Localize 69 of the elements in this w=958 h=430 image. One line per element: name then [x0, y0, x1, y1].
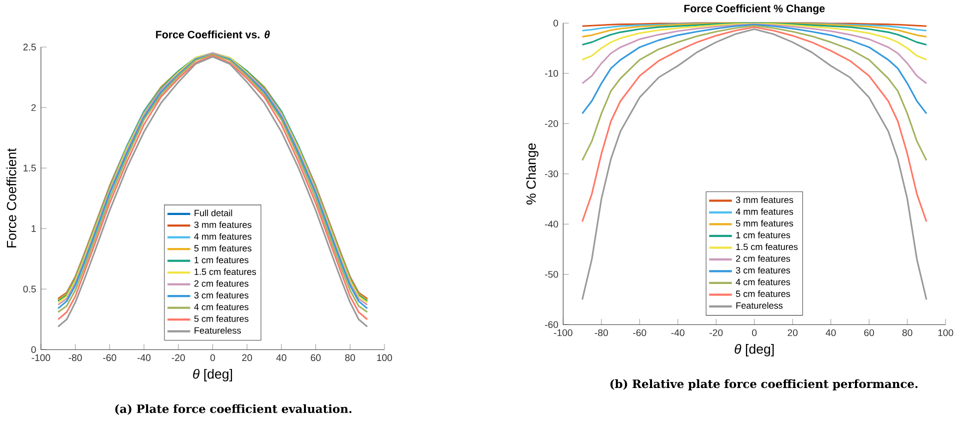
line-series — [581, 24, 928, 161]
y-tick-label: -40 — [545, 220, 558, 228]
legend-label: 5 cm features — [194, 315, 248, 322]
x-tick-label: -40 — [671, 329, 684, 336]
y-tick-label: 0 — [31, 346, 36, 353]
x-tick-label: -60 — [103, 354, 116, 361]
line-series — [581, 22, 928, 60]
y-tick-label: -10 — [545, 70, 558, 77]
legend-label: 1 cm features — [194, 256, 248, 263]
legend-label: 5 mm features — [194, 244, 252, 252]
x-tick-label: 40 — [826, 329, 836, 336]
x-tick-label: 100 — [377, 354, 392, 361]
x-tick-label: 80 — [902, 329, 912, 336]
x-tick-label: 100 — [938, 329, 954, 336]
x-tick-label: 60 — [864, 329, 874, 336]
line-series — [581, 23, 928, 84]
x-tick-label: -100 — [554, 329, 572, 336]
y-tick-label: 1.5 — [24, 164, 36, 172]
x-tick-label: -100 — [32, 354, 50, 361]
y-tick-label: 2.5 — [23, 43, 36, 50]
x-axis-title: θ [deg] — [193, 368, 232, 382]
text: (a) Plate force coefficient evaluation. — [115, 404, 352, 414]
x-tick-label: -60 — [633, 329, 646, 336]
x-tick-label: 20 — [788, 329, 798, 336]
y-tick-label: 0.5 — [23, 285, 36, 292]
legend-label: 2 cm features — [736, 254, 790, 262]
text: (b) Relative plate force coefficient performance. — [610, 379, 918, 390]
x-tick-label: -20 — [710, 329, 723, 336]
y-tick-label: -30 — [545, 170, 558, 178]
legend-label: 5 cm features — [736, 290, 790, 297]
x-tick-label: -40 — [137, 354, 151, 361]
x-tick-label: 60 — [310, 354, 321, 361]
x-tick-label: -80 — [594, 329, 608, 336]
y-axis-title: % Change — [526, 143, 538, 204]
legend-label: 5 mm features — [736, 220, 794, 226]
y-tick-label: 0 — [553, 19, 558, 26]
legend-label: 1.5 cm features — [194, 268, 256, 275]
legend-label: 3 mm features — [194, 221, 252, 228]
line-series — [581, 24, 928, 114]
x-axis-title: θ [deg] — [734, 344, 774, 356]
legend-label: 3 cm features — [736, 266, 790, 274]
y-axis-title: Force Coefficient — [6, 148, 16, 248]
legend-label: 4 mm features — [194, 232, 252, 240]
x-tick-label: 20 — [242, 354, 252, 361]
x-tick-label: 0 — [752, 329, 757, 336]
y-tick-label: -20 — [545, 120, 558, 127]
line-series — [581, 28, 928, 300]
legend-label: 1.5 cm features — [736, 243, 798, 250]
legend-label: 3 mm features — [736, 196, 794, 203]
x-tick-label: 40 — [276, 354, 286, 361]
legend-label: Featureless — [736, 302, 783, 309]
legend-label: 4 cm features — [194, 303, 248, 310]
x-tick-label: -80 — [68, 354, 82, 361]
legend-label: 4 mm features — [736, 208, 794, 215]
legend-label: Featureless — [194, 326, 241, 334]
y-tick-label: 2 — [31, 104, 36, 111]
y-tick-label: -60 — [545, 321, 558, 328]
chart-title: Force Coefficient vs. θ — [156, 30, 270, 38]
x-tick-label: 80 — [345, 354, 356, 361]
legend-label: 3 cm features — [194, 292, 248, 298]
legend-label: 2 cm features — [194, 280, 248, 286]
chart-title: Force Coefficient % Change — [684, 4, 825, 14]
x-tick-label: -20 — [172, 354, 185, 361]
legend-label: Full detail — [194, 209, 232, 216]
legend-label: 4 cm features — [736, 278, 790, 286]
legend-label: 1 cm features — [736, 231, 790, 238]
x-tick-label: 0 — [210, 354, 215, 361]
y-tick-label: 1 — [32, 225, 36, 232]
y-tick-label: -50 — [545, 270, 558, 278]
